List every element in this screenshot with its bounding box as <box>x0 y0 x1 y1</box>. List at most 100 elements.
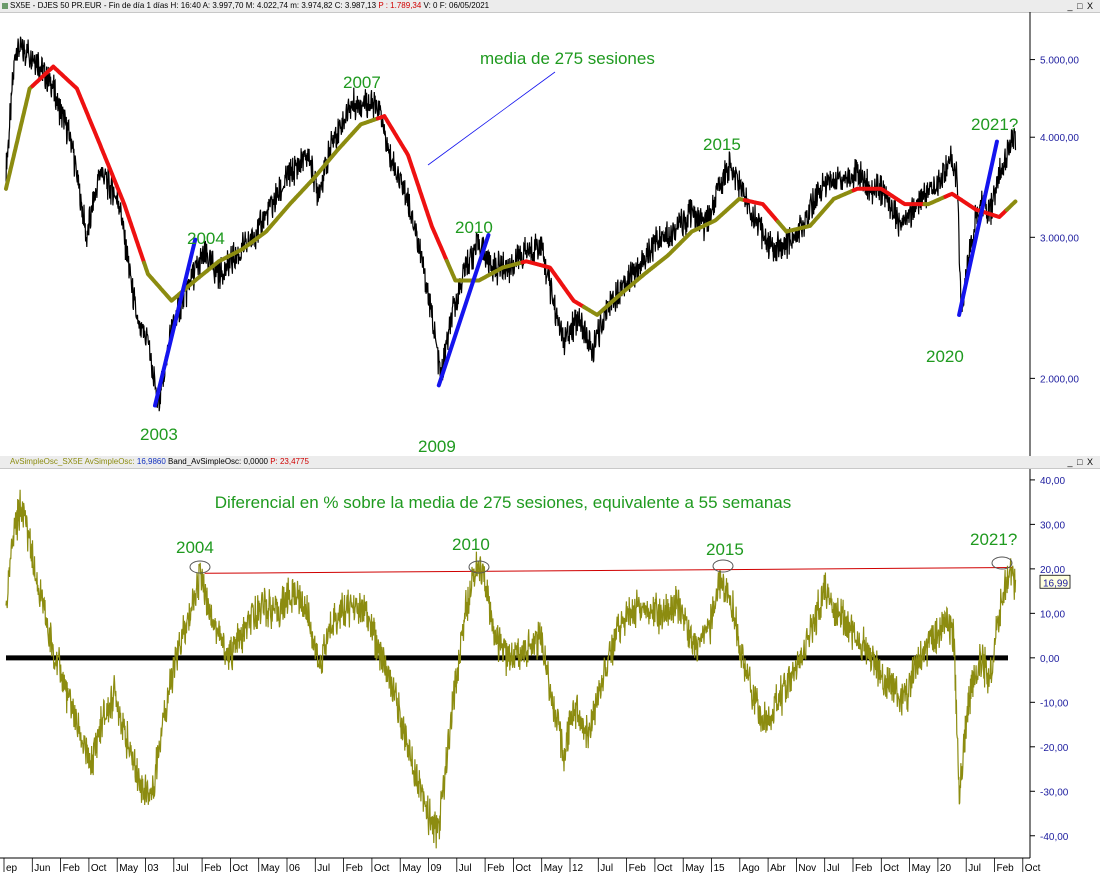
x-tick-label: Oct <box>657 863 673 874</box>
x-tick-label: Oct <box>91 863 107 874</box>
low-label: m: 3.974,82 <box>290 1 333 10</box>
ma-segment <box>30 64 147 265</box>
x-tick-label: Nov <box>798 863 816 874</box>
year-label-2010: 2010 <box>455 218 493 237</box>
osc-name-label: AvSimpleOsc_SX5E <box>10 457 83 466</box>
ma-label-pointer <box>427 71 556 166</box>
last-value-box <box>1039 574 1071 589</box>
ma-segment <box>142 116 380 303</box>
osc-value-label: 16,9860 <box>136 457 166 466</box>
osc-y-tick-label: 0,00 <box>1040 654 1060 665</box>
band-label: Band_AvSimpleOsc: 0,0000 <box>168 457 268 466</box>
x-tick-label: Feb <box>855 863 873 874</box>
x-tick-label: Jul <box>968 863 981 874</box>
open-label: A: 3.997,70 <box>202 1 244 10</box>
year-label-2004: 2004 <box>187 229 225 248</box>
resistance-line <box>204 567 1014 574</box>
x-tick-label: 20 <box>940 863 952 874</box>
x-tick-label: May <box>261 863 280 874</box>
price-y-tick-label: 5.000,00 <box>1040 56 1079 67</box>
x-tick-label: Oct <box>374 863 390 874</box>
year-label-2020: 2020 <box>926 347 964 366</box>
ma-segment <box>775 188 856 234</box>
osc-y-tick-label: 20,00 <box>1040 565 1065 576</box>
ma-segment <box>582 196 747 317</box>
x-tick-label: Jul <box>176 863 189 874</box>
year-label-2015: 2015 <box>703 135 741 154</box>
x-tick-label: Oct <box>515 863 531 874</box>
price-year-annotations: 2003 2004 2007 2009 2010 2015 2020 2021? <box>140 73 1018 456</box>
x-tick-label: Feb <box>997 863 1015 874</box>
osc-y-tick-label: 30,00 <box>1040 520 1065 531</box>
trendline <box>957 139 999 317</box>
ma-annotation-label: media de 275 sesiones <box>480 49 655 68</box>
ma-segment <box>444 258 525 283</box>
x-tick-label: Feb <box>487 863 505 874</box>
osc-p-label: P: 23,4775 <box>270 457 309 466</box>
x-tick-label: ep <box>6 863 18 874</box>
trendlines <box>152 139 999 408</box>
p-label: P : 1.789,34 <box>378 1 422 10</box>
peak-ellipse <box>712 559 734 573</box>
osc-year-label-2010: 2010 <box>452 535 490 554</box>
x-tick-label: 15 <box>714 863 726 874</box>
osc-y-tick-label: 40,00 <box>1040 476 1065 487</box>
symbol-label: SX5E - DJES 50 PR.EUR <box>10 1 102 10</box>
ma-segment <box>851 186 927 207</box>
close-label: C: 3.987,13 <box>334 1 377 10</box>
x-tick-label: Abr <box>770 863 786 874</box>
x-tick-label: Oct <box>883 863 899 874</box>
trendline <box>436 232 491 388</box>
osc-year-annotations: 2004 2010 2015 2021? <box>176 530 1017 574</box>
osc-label: AvSimpleOsc: <box>84 457 135 466</box>
x-tick-label: Feb <box>629 863 647 874</box>
osc-y-tick-label: -40,00 <box>1040 832 1069 843</box>
date-label: F: 06/05/2021 <box>439 1 490 10</box>
last-value-label: 16,99 <box>1043 578 1068 589</box>
osc-year-label-2004: 2004 <box>176 538 214 557</box>
price-y-tick-label: 3.000,00 <box>1040 233 1079 244</box>
hour-label: H: 16:40 <box>170 1 201 10</box>
osc-y-tick-label: -10,00 <box>1040 698 1069 709</box>
x-tick-label: Jul <box>827 863 840 874</box>
trendline <box>152 237 198 408</box>
x-tick-label: Jul <box>317 863 330 874</box>
osc-title: Diferencial en % sobre la media de 275 s… <box>215 493 791 512</box>
meta-label: - Fin de día 1 días <box>103 1 169 10</box>
price-y-tick-label: 2.000,00 <box>1040 374 1079 385</box>
x-tick-label: 03 <box>148 863 160 874</box>
x-tick-label: 09 <box>431 863 443 874</box>
x-tick-label: Jul <box>459 863 472 874</box>
ma-segment <box>1004 199 1018 212</box>
ma-segment <box>742 198 780 224</box>
ma-segment <box>943 191 1009 219</box>
oscillator-panel: -40,00 -30,00 -20,00 -10,00 0,00 10,00 20,00 30… <box>5 469 1071 858</box>
price-series-line <box>5 36 1017 412</box>
ma-segment <box>375 114 449 263</box>
moving-average-275 <box>4 64 1018 317</box>
x-tick-label: Feb <box>346 863 364 874</box>
price-y-ticks: 2.000,00 3.000,00 4.000,00 5.000,00 <box>1030 56 1079 385</box>
ma-segment <box>4 84 35 191</box>
x-tick-label: Jun <box>34 863 50 874</box>
oscillator-series-line <box>5 489 1017 849</box>
osc-y-tick-label: -30,00 <box>1040 787 1069 798</box>
osc-y-ticks: -40,00 -30,00 -20,00 -10,00 0,00 10,00 20,00 30… <box>1030 476 1069 843</box>
x-tick-label: Feb <box>204 863 222 874</box>
year-label-2007: 2007 <box>343 73 381 92</box>
high-label: M: 4.022,74 <box>245 1 288 10</box>
x-tick-label: Ago <box>742 863 760 874</box>
window-buttons[interactable]: _ □ X <box>1067 1 1094 11</box>
year-label-2003: 2003 <box>140 425 178 444</box>
osc-year-label-2021: 2021? <box>970 530 1017 549</box>
osc-year-label-2015: 2015 <box>706 540 744 559</box>
osc-window-buttons[interactable]: _ □ X <box>1067 457 1094 467</box>
x-tick-label: 06 <box>289 863 301 874</box>
year-label-2021: 2021? <box>971 115 1018 134</box>
year-label-2009: 2009 <box>418 437 456 456</box>
price-panel: 2.000,00 3.000,00 4.000,00 5.000,00 media d… <box>4 12 1079 456</box>
ma-segment <box>520 259 586 309</box>
x-tick-label: May <box>685 863 704 874</box>
osc-y-tick-label: -20,00 <box>1040 743 1069 754</box>
